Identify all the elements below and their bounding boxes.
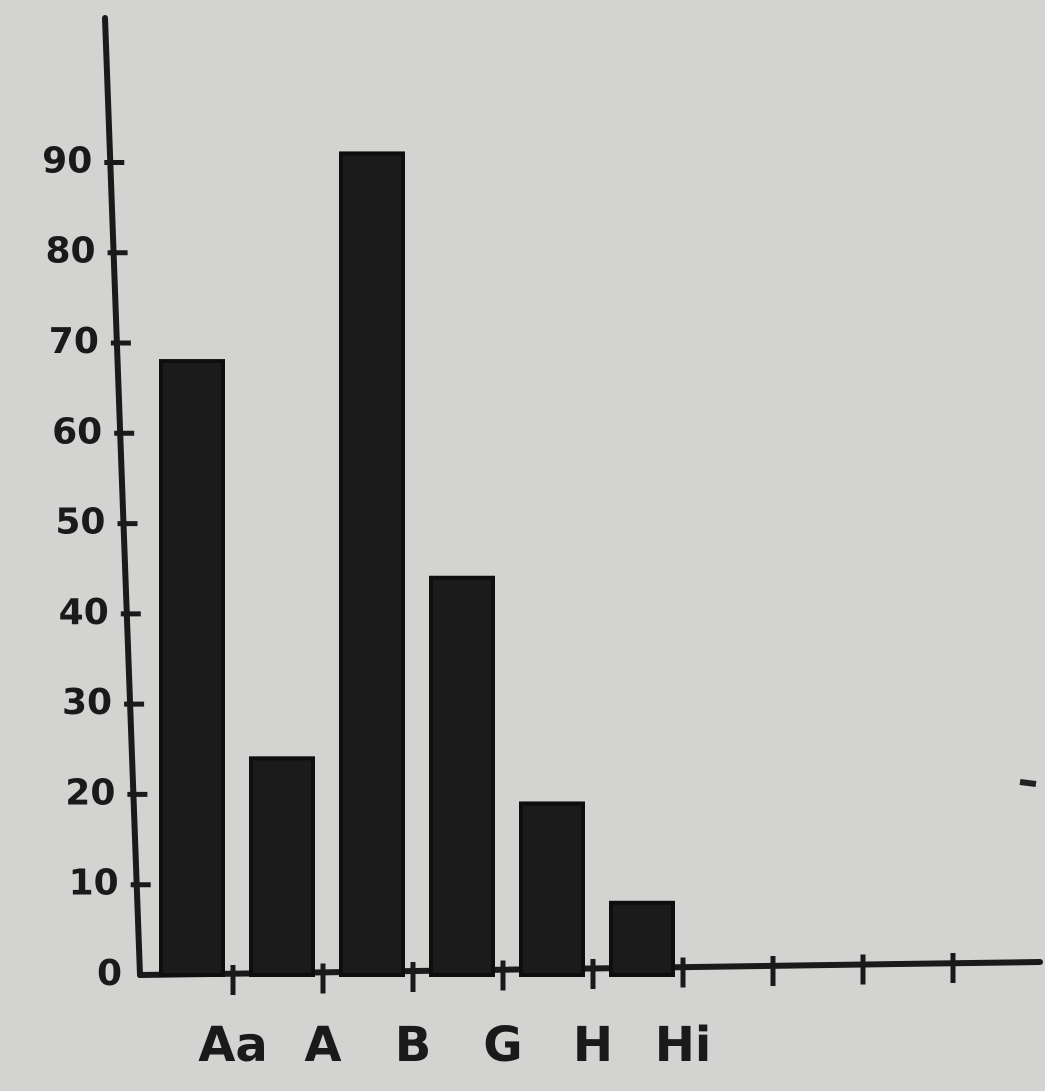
- bar: [431, 578, 493, 975]
- x-tick-label: G: [483, 1017, 522, 1073]
- y-tick-label: 0: [97, 953, 122, 994]
- x-tick-label: B: [395, 1017, 432, 1073]
- y-tick-label: 20: [65, 772, 115, 813]
- y-tick-label: 40: [59, 592, 109, 633]
- bar: [611, 903, 673, 975]
- x-tick-label: H: [573, 1017, 613, 1073]
- y-tick-label: 30: [62, 682, 112, 723]
- chart: 0 10 20 30 40 50 60 70 80 90 Aa ABGH Hi: [0, 0, 1045, 1091]
- bar: [341, 153, 403, 975]
- y-tick-label: 50: [55, 502, 105, 543]
- y-tick-label: 70: [49, 321, 99, 362]
- bar: [521, 803, 583, 975]
- bar: [251, 758, 313, 975]
- x-tick-label: Aa: [198, 1017, 268, 1073]
- y-tick-label: 80: [45, 231, 95, 272]
- y-tick-label: 60: [52, 411, 102, 452]
- pen-mark: [1020, 782, 1036, 784]
- y-tick-label: 90: [42, 140, 92, 181]
- x-tick-label: Hi: [655, 1017, 712, 1073]
- x-tick-label: A: [304, 1017, 341, 1073]
- y-tick-label: 10: [69, 863, 119, 904]
- bar: [161, 361, 223, 975]
